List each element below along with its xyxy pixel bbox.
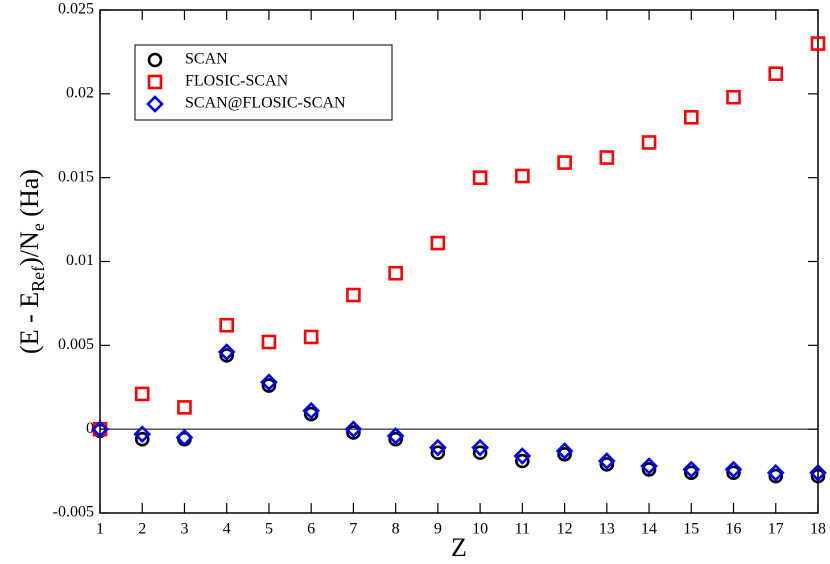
point bbox=[515, 168, 530, 184]
point bbox=[726, 465, 741, 481]
x-tick-label: 13 bbox=[599, 521, 615, 538]
point bbox=[219, 317, 235, 333]
x-tick-label: 14 bbox=[641, 521, 657, 538]
point bbox=[388, 265, 403, 281]
point bbox=[472, 170, 488, 185]
point bbox=[430, 235, 446, 251]
point bbox=[555, 442, 574, 460]
point bbox=[91, 420, 109, 439]
point bbox=[768, 66, 784, 82]
point bbox=[133, 425, 152, 444]
point bbox=[344, 420, 363, 439]
x-axis-label: Z bbox=[451, 533, 467, 562]
y-axis-label-part: Ref bbox=[28, 266, 48, 292]
y-axis-label-part: e bbox=[28, 223, 48, 231]
x-tick-label: 16 bbox=[726, 521, 742, 538]
point bbox=[261, 334, 277, 350]
legend-marker bbox=[146, 95, 164, 113]
point bbox=[557, 155, 572, 170]
point bbox=[809, 463, 827, 482]
x-tick-label: 12 bbox=[557, 521, 573, 538]
x-tick-label: 2 bbox=[138, 521, 146, 538]
point bbox=[810, 468, 826, 484]
point bbox=[768, 468, 784, 484]
legend-marker bbox=[147, 74, 163, 90]
point bbox=[599, 457, 615, 472]
y-tick-label: 0.005 bbox=[58, 336, 94, 353]
y-axis-label: (E - ERef)/Ne (Ha) bbox=[15, 169, 48, 354]
point bbox=[134, 431, 150, 447]
point bbox=[683, 465, 699, 481]
y-tick-label: -0.005 bbox=[53, 504, 94, 521]
x-tick-label: 18 bbox=[810, 521, 826, 538]
y-tick-label: 0.02 bbox=[66, 85, 94, 102]
x-tick-label: 17 bbox=[768, 521, 784, 538]
x-tick-label: 10 bbox=[472, 521, 488, 538]
x-tick-label: 15 bbox=[683, 521, 699, 538]
y-axis-label-part: (E - E bbox=[15, 292, 44, 354]
y-axis-label-part: )/N bbox=[15, 231, 44, 266]
point bbox=[515, 453, 530, 469]
legend-marker bbox=[147, 52, 163, 68]
x-tick-label: 3 bbox=[180, 521, 188, 538]
point bbox=[683, 110, 699, 125]
point bbox=[682, 460, 701, 479]
point bbox=[810, 36, 826, 51]
point bbox=[429, 438, 447, 457]
point bbox=[557, 447, 572, 462]
point bbox=[388, 431, 403, 447]
x-tick-label: 11 bbox=[515, 521, 530, 538]
point bbox=[640, 457, 658, 475]
y-tick-label: 0 bbox=[86, 420, 94, 437]
y-tick-label: 0.01 bbox=[66, 252, 94, 269]
legend-label: FLOSIC-SCAN bbox=[185, 73, 289, 90]
x-tick-label: 5 bbox=[265, 521, 273, 538]
x-tick-label: 1 bbox=[96, 521, 104, 538]
point bbox=[766, 463, 785, 482]
point bbox=[261, 378, 277, 393]
point bbox=[177, 400, 192, 415]
point bbox=[260, 373, 278, 392]
point bbox=[599, 150, 615, 165]
point bbox=[597, 452, 616, 470]
point bbox=[430, 445, 446, 460]
point bbox=[346, 287, 361, 303]
y-tick-label: 0.015 bbox=[58, 168, 94, 185]
x-tick-label: 6 bbox=[307, 521, 315, 538]
point bbox=[471, 438, 489, 457]
x-tick-label: 8 bbox=[392, 521, 400, 538]
point bbox=[346, 425, 361, 440]
point bbox=[219, 348, 235, 363]
point bbox=[217, 343, 236, 361]
point bbox=[641, 135, 657, 150]
point bbox=[724, 460, 743, 479]
x-tick-label: 4 bbox=[223, 521, 231, 538]
point bbox=[302, 401, 321, 420]
point bbox=[134, 386, 150, 402]
legend-label: SCAN bbox=[185, 51, 228, 68]
x-tick-label: 9 bbox=[434, 521, 442, 538]
point bbox=[303, 329, 319, 345]
point bbox=[386, 427, 405, 445]
point bbox=[303, 406, 319, 422]
point bbox=[641, 462, 657, 477]
point bbox=[513, 447, 532, 465]
legend-box bbox=[134, 44, 393, 121]
legend-label: SCAN@FLOSIC-SCAN bbox=[185, 95, 346, 112]
point bbox=[175, 428, 194, 447]
point bbox=[472, 445, 488, 460]
y-axis-label-part: (Ha) bbox=[15, 169, 44, 223]
point bbox=[726, 89, 741, 105]
x-tick-label: 7 bbox=[349, 521, 357, 538]
y-tick-label: 0.025 bbox=[58, 1, 94, 18]
